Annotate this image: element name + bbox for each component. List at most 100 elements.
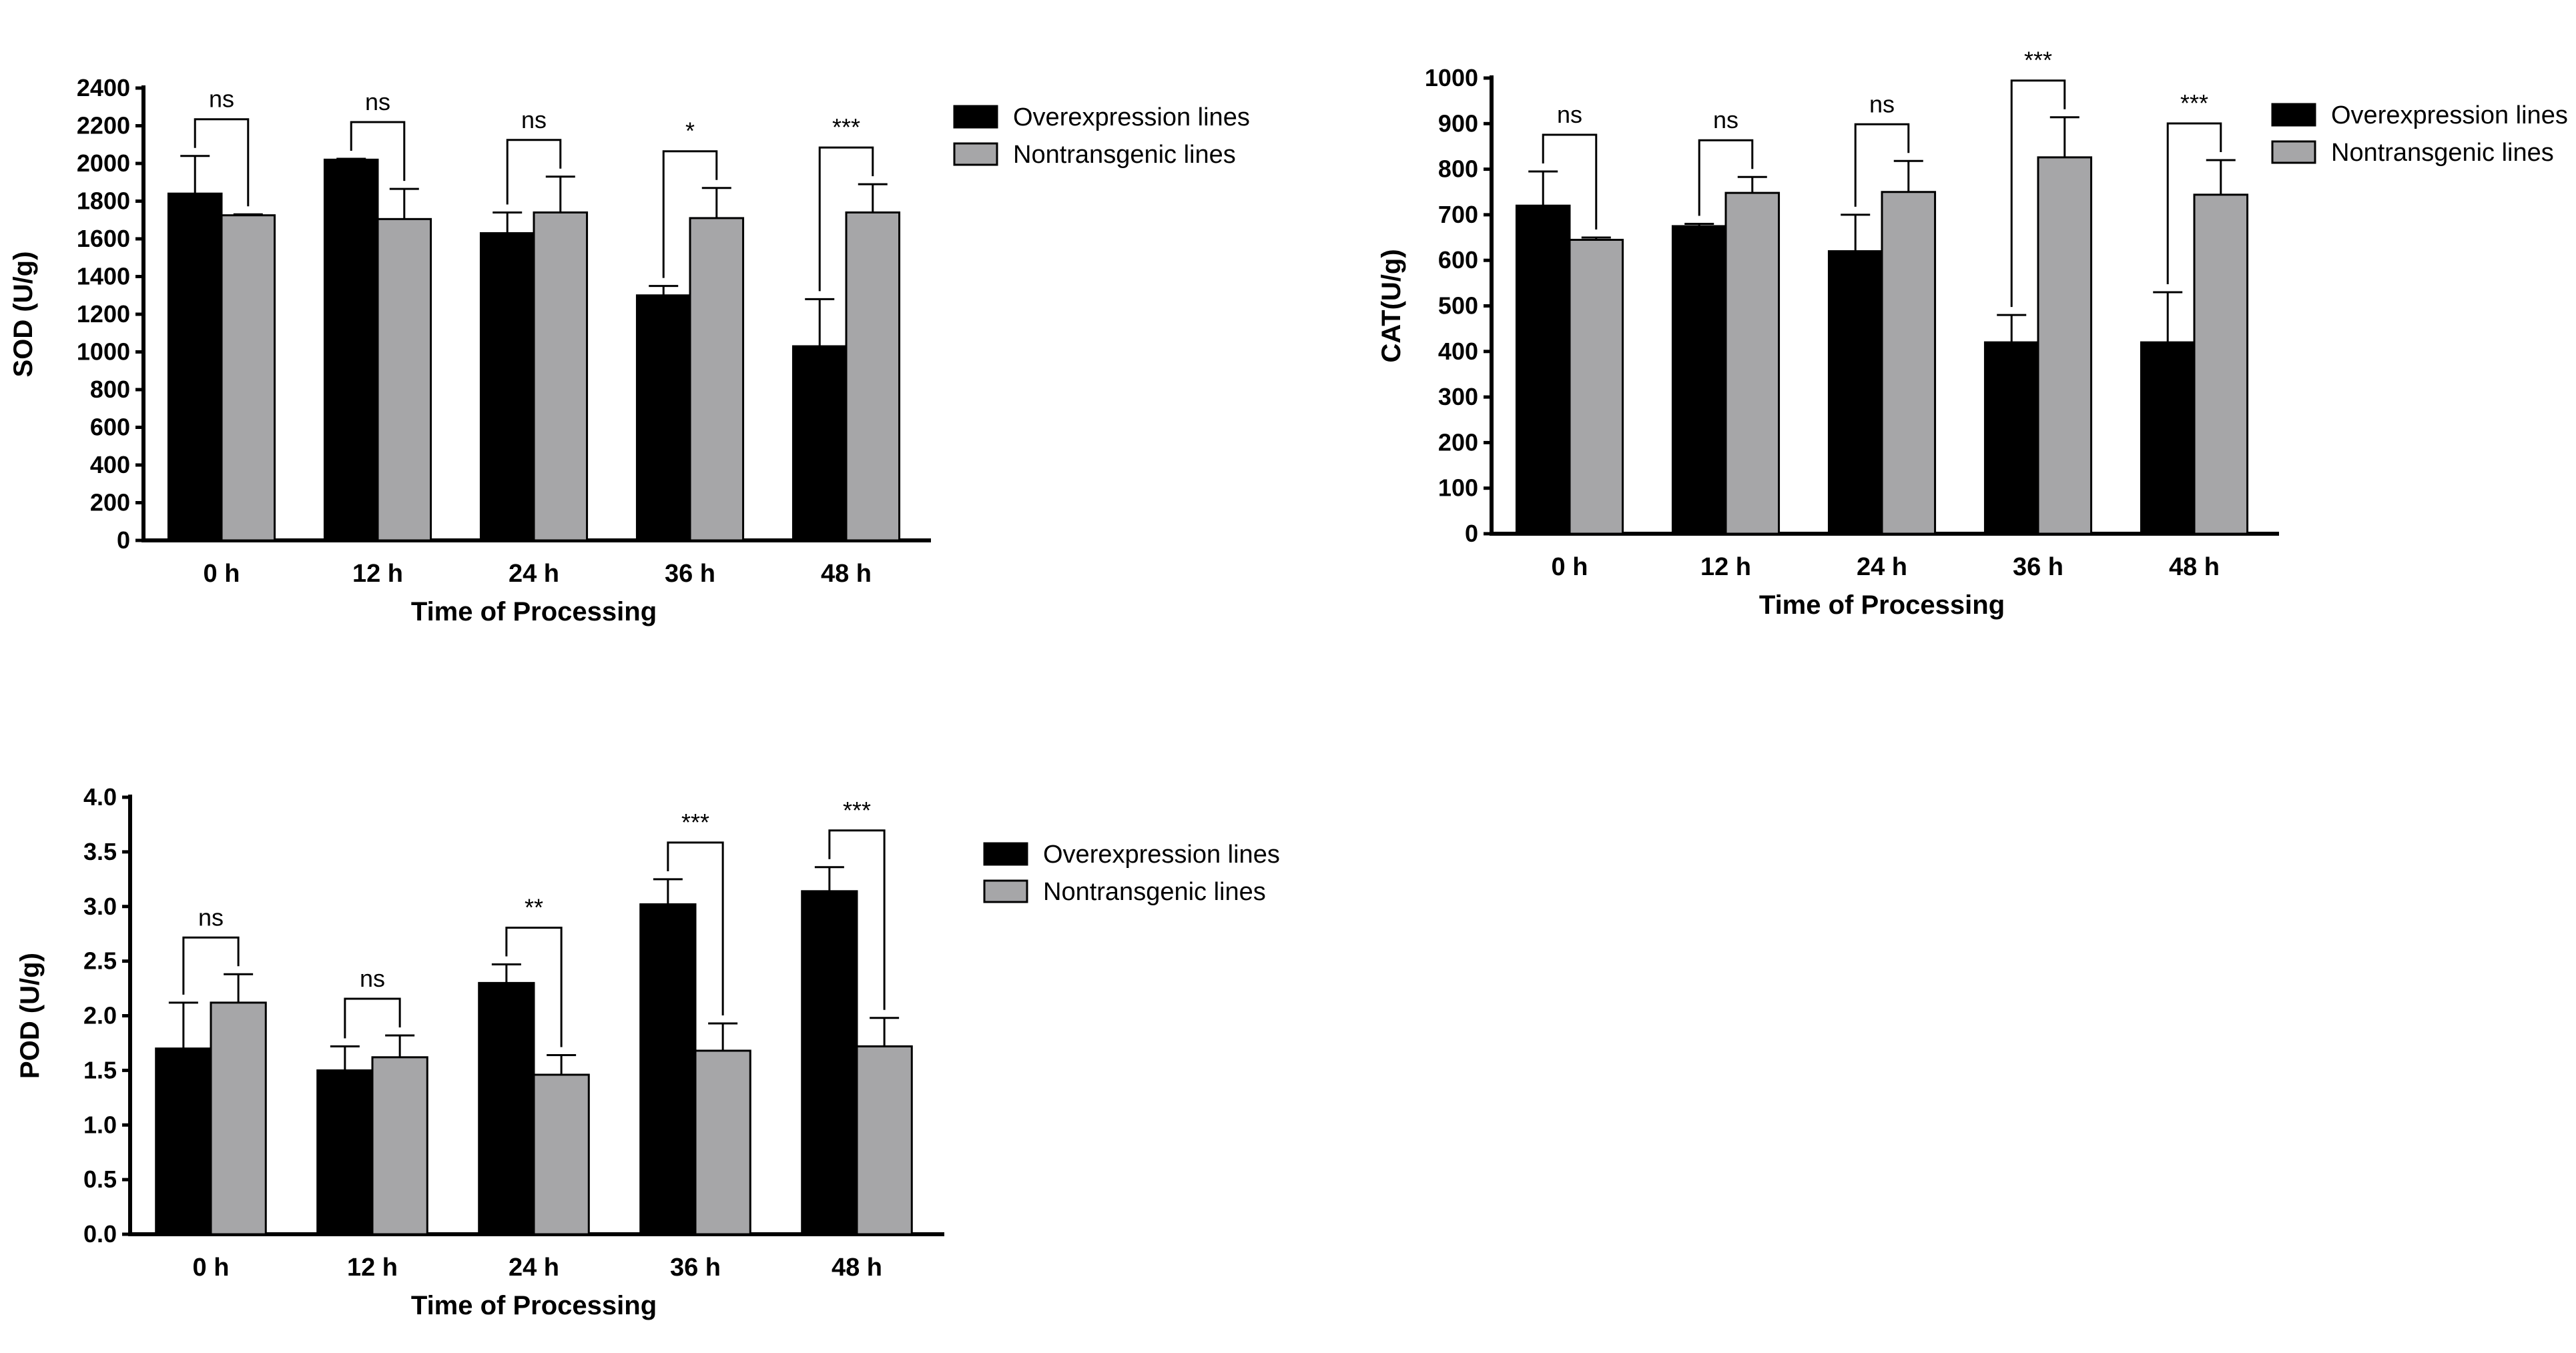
y-tick-label: 200	[1438, 428, 1478, 456]
significance-label: ns	[365, 88, 390, 115]
legend-label: Nontransgenic lines	[1013, 141, 1236, 169]
bar-nontransgenic	[1724, 191, 1781, 535]
bar-nontransgenic	[694, 1049, 751, 1236]
significance-label: ***	[832, 113, 860, 141]
significance-label: ***	[2024, 47, 2052, 74]
significance-bracket	[828, 829, 886, 1010]
significance-label: *	[685, 117, 695, 145]
bar-nontransgenic	[856, 1045, 913, 1236]
bar-overexpression	[791, 345, 848, 542]
x-category-label: 24 h	[509, 560, 559, 588]
significance-bracket	[2166, 122, 2222, 285]
significance-bracket	[667, 841, 724, 1015]
y-tick-label: 100	[1438, 474, 1478, 502]
bar-nontransgenic	[845, 211, 901, 542]
x-axis-title: Time of Processing	[411, 597, 657, 626]
y-tick-label: 0.0	[83, 1220, 117, 1248]
bar-overexpression	[1827, 250, 1883, 535]
legend-swatch	[983, 879, 1028, 903]
y-tick-label: 1200	[77, 300, 130, 328]
bar-overexpression	[167, 192, 223, 542]
x-category-label: 0 h	[193, 1254, 230, 1282]
significance-bracket	[662, 150, 718, 278]
significance-bracket	[350, 121, 406, 181]
y-tick-label: 2.0	[83, 1002, 117, 1029]
significance-label: ns	[1869, 90, 1895, 117]
y-tick-label: 2.5	[83, 947, 117, 975]
legend-label: Overexpression lines	[2331, 101, 2568, 129]
chart-2: 0 100 200 300 400 500 600 700 800 900 1000 ns 0 h ns 1…	[1377, 47, 2568, 620]
y-tick-label: 2000	[77, 149, 130, 177]
bar-nontransgenic	[210, 1001, 267, 1236]
significance-bracket	[2010, 79, 2066, 308]
y-tick-label: 1000	[77, 338, 130, 366]
x-category-label: 48 h	[821, 560, 872, 588]
y-tick-label: 800	[1438, 155, 1478, 183]
significance-bracket	[506, 139, 562, 205]
bar-nontransgenic	[376, 217, 432, 542]
y-tick-label: 600	[90, 414, 130, 441]
legend-swatch	[983, 842, 1028, 866]
bar-overexpression	[1983, 341, 2039, 535]
x-category-label: 48 h	[832, 1254, 882, 1282]
legend-label: Nontransgenic lines	[1043, 878, 1266, 906]
y-tick-label: 2200	[77, 112, 130, 139]
significance-bracket	[818, 146, 874, 292]
significance-label: ns	[209, 85, 234, 113]
legend-label: Overexpression lines	[1043, 841, 1280, 869]
significance-label: ns	[1713, 106, 1738, 133]
x-category-label: 0 h	[1552, 553, 1588, 581]
bar-overexpression	[639, 903, 697, 1236]
y-tick-label: 0	[117, 526, 130, 554]
bar-nontransgenic	[2193, 193, 2249, 535]
x-category-label: 12 h	[1700, 553, 1751, 581]
significance-label: ns	[521, 106, 547, 133]
x-category-label: 12 h	[352, 560, 403, 588]
bar-overexpression	[1671, 225, 1727, 535]
x-axis-title: Time of Processing	[1759, 590, 2005, 620]
bar-overexpression	[155, 1047, 212, 1236]
y-tick-label: 1.0	[83, 1111, 117, 1138]
significance-label: ***	[2180, 89, 2208, 117]
legend-swatch	[2271, 103, 2316, 127]
y-tick-label: 300	[1438, 383, 1478, 410]
y-tick-label: 900	[1438, 109, 1478, 137]
y-tick-label: 500	[1438, 292, 1478, 320]
bar-nontransgenic	[689, 217, 745, 542]
significance-label: ***	[843, 797, 871, 824]
bar-overexpression	[478, 981, 535, 1236]
y-tick-label: 800	[90, 376, 130, 403]
y-tick-label: 2400	[77, 74, 130, 101]
bar-overexpression	[1515, 204, 1571, 535]
y-axis-title: CAT(U/g)	[1377, 249, 1406, 362]
y-tick-label: 1800	[77, 187, 130, 215]
significance-label: ns	[198, 903, 224, 931]
significance-bracket	[182, 936, 240, 995]
x-category-label: 12 h	[347, 1254, 398, 1282]
x-category-label: 36 h	[670, 1254, 721, 1282]
y-tick-label: 3.0	[83, 893, 117, 920]
bar-overexpression	[316, 1069, 374, 1236]
y-tick-label: 4.0	[83, 783, 117, 811]
significance-label: ns	[360, 965, 385, 992]
x-category-label: 36 h	[2013, 553, 2063, 581]
bar-nontransgenic	[533, 1073, 590, 1236]
bar-overexpression	[801, 890, 858, 1236]
y-tick-label: 400	[90, 451, 130, 478]
y-tick-label: 200	[90, 489, 130, 516]
bar-overexpression	[323, 158, 379, 542]
significance-label: ns	[1557, 101, 1582, 128]
y-axis-title: POD (U/g)	[15, 953, 45, 1079]
legend-swatch	[953, 105, 998, 129]
bar-nontransgenic	[2037, 156, 2093, 535]
x-category-label: 24 h	[1857, 553, 1907, 581]
chart-1: 0 200 400 600 800 1000 1200 1400 1600 1800 2000 220…	[9, 74, 1250, 626]
significance-bracket	[1698, 139, 1754, 216]
bar-nontransgenic	[371, 1056, 428, 1236]
y-tick-label: 1000	[1425, 64, 1478, 91]
chart-3: 0.0 0.5 1.0 1.5 2.0 2.5 3.0 3.5 4.0 ns 0 h ns 12 h **…	[15, 783, 1280, 1320]
significance-bracket	[1542, 133, 1598, 230]
y-tick-label: 700	[1438, 201, 1478, 228]
y-axis-title: SOD (U/g)	[9, 252, 38, 378]
